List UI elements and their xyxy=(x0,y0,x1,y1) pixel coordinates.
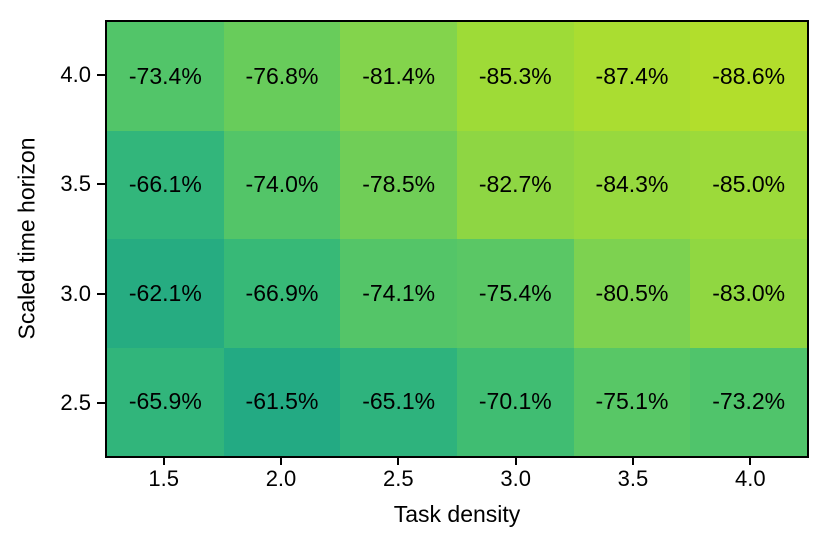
y-tick-mark xyxy=(97,349,105,459)
x-axis-title: Task density xyxy=(393,501,521,527)
heatmap-cell: -88.6% xyxy=(690,22,807,131)
y-axis-ticks xyxy=(97,20,105,458)
heatmap-cell: -70.1% xyxy=(456,347,574,456)
heatmap-cell: -87.4% xyxy=(573,22,691,131)
heatmap-cell: -78.5% xyxy=(340,130,457,239)
x-axis-tick-labels: 1.5 2.0 2.5 3.0 3.5 4.0 xyxy=(105,466,809,492)
heatmap-cell: -74.0% xyxy=(223,130,341,239)
heatmap-plot: -73.4% -76.8% -81.4% -85.3% -87.4% -88.6% -66.… xyxy=(105,20,809,458)
heatmap-cell: -80.5% xyxy=(573,239,691,348)
heatmap-cell: -83.0% xyxy=(690,239,807,348)
heatmap-cell: -61.5% xyxy=(223,347,341,456)
x-tick-mark xyxy=(105,458,222,465)
heatmap-cell: -75.4% xyxy=(456,239,574,348)
x-tick-mark xyxy=(340,458,457,465)
x-tick-label: 2.0 xyxy=(265,466,297,491)
y-axis-tick-labels: 4.0 3.5 3.0 2.5 xyxy=(33,20,91,458)
y-tick-mark xyxy=(97,239,105,349)
heatmap-cell: -65.1% xyxy=(340,347,457,456)
heatmap-cell: -75.1% xyxy=(573,347,691,456)
y-tick-label: 3.5 xyxy=(60,171,91,197)
x-axis-ticks xyxy=(105,458,809,465)
heatmap-cell: -85.0% xyxy=(690,130,807,239)
heatmap-cell: -66.1% xyxy=(107,130,224,239)
y-tick-label: 2.5 xyxy=(60,390,91,416)
y-tick-label: 4.0 xyxy=(60,61,91,87)
y-tick-mark xyxy=(97,20,105,130)
x-tick-label: 3.5 xyxy=(617,466,649,491)
y-axis-title: Scaled time horizon xyxy=(13,137,40,340)
y-tick-mark xyxy=(97,130,105,240)
heatmap-cell: -85.3% xyxy=(456,22,574,131)
x-tick-mark xyxy=(574,458,691,465)
heatmap-cell: -84.3% xyxy=(573,130,691,239)
x-tick-label: 1.5 xyxy=(148,466,179,491)
x-tick-mark xyxy=(222,458,339,465)
heatmap-cell: -74.1% xyxy=(340,239,457,348)
heatmap-cell: -73.2% xyxy=(690,347,807,456)
heatmap-cell: -81.4% xyxy=(340,22,457,131)
heatmap-cell: -62.1% xyxy=(107,239,224,348)
x-tick-mark xyxy=(692,458,809,465)
x-tick-mark xyxy=(457,458,574,465)
y-tick-label: 3.0 xyxy=(60,280,91,306)
heatmap-cell: -73.4% xyxy=(107,22,224,131)
x-tick-label: 3.0 xyxy=(500,466,531,491)
heatmap-cell: -65.9% xyxy=(107,347,224,456)
heatmap-cell: -82.7% xyxy=(456,130,574,239)
x-tick-label: 4.0 xyxy=(735,466,766,491)
heatmap-cell: -66.9% xyxy=(223,239,341,348)
x-tick-label: 2.5 xyxy=(383,466,414,491)
heatmap-cell: -76.8% xyxy=(223,22,341,131)
